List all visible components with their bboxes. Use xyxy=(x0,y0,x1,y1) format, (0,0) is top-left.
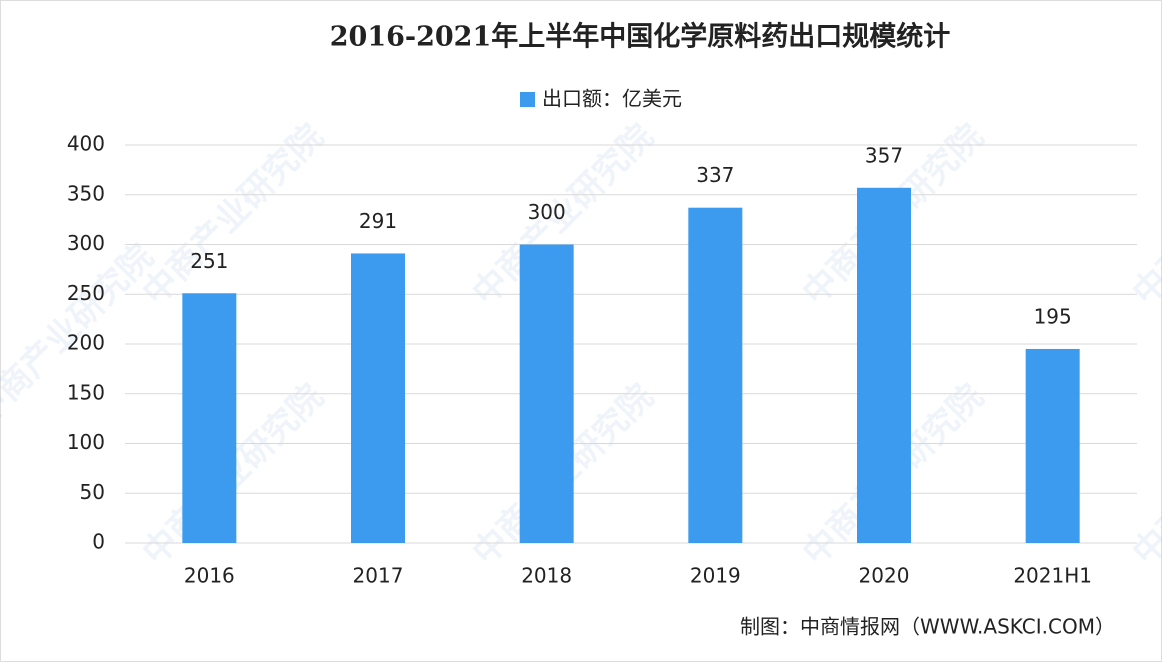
legend-label: 出口额：亿美元 xyxy=(542,87,682,111)
x-tick-label: 2017 xyxy=(353,564,404,588)
x-tick-label: 2021H1 xyxy=(1013,564,1092,588)
bar xyxy=(688,207,743,543)
data-label: 357 xyxy=(865,143,903,167)
x-tick-label: 2020 xyxy=(859,564,910,588)
bar xyxy=(857,187,911,543)
y-tick-label: 0 xyxy=(92,530,105,554)
x-tick-label: 2016 xyxy=(184,564,235,588)
y-tick-label: 100 xyxy=(67,430,105,454)
bar xyxy=(182,293,237,543)
y-tick-label: 250 xyxy=(67,281,105,305)
y-tick-label: 200 xyxy=(67,331,105,355)
data-label: 291 xyxy=(359,209,397,233)
y-tick-label: 300 xyxy=(67,231,105,255)
source-note: 制图：中商情报网（WWW.ASKCI.COM） xyxy=(740,615,1115,639)
legend-swatch xyxy=(520,92,535,107)
y-tick-label: 350 xyxy=(67,181,105,205)
bar xyxy=(519,244,574,543)
data-label: 195 xyxy=(1034,304,1072,328)
data-label: 300 xyxy=(528,200,566,224)
x-tick-label: 2019 xyxy=(690,564,741,588)
chart-title: 2016-2021年上半年中国化学原料药出口规模统计 xyxy=(330,21,951,53)
x-tick-label: 2018 xyxy=(521,564,572,588)
y-tick-label: 50 xyxy=(80,480,105,504)
data-label: 251 xyxy=(190,249,228,273)
data-label: 337 xyxy=(696,163,734,187)
y-tick-label: 400 xyxy=(67,132,105,156)
y-tick-label: 150 xyxy=(67,380,105,404)
bar xyxy=(1025,348,1080,543)
bar xyxy=(351,253,405,543)
